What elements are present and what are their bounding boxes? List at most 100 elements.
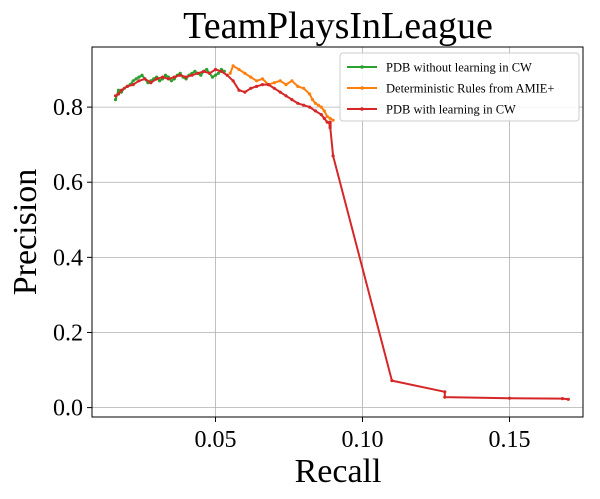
data-point xyxy=(149,81,153,85)
data-point xyxy=(228,71,232,75)
data-point xyxy=(302,86,306,90)
data-point xyxy=(443,395,447,399)
data-point xyxy=(443,390,447,394)
y-tick-label: 0.8 xyxy=(53,95,83,121)
data-point xyxy=(322,116,326,120)
data-point xyxy=(255,79,259,83)
data-point xyxy=(125,84,129,88)
data-point xyxy=(190,73,194,77)
series-pdb-with-learning-in-cw xyxy=(113,67,570,401)
data-point xyxy=(237,88,241,92)
data-point xyxy=(225,73,229,77)
data-point xyxy=(196,71,200,75)
data-point xyxy=(113,94,118,98)
data-point xyxy=(272,86,276,90)
legend-marker xyxy=(360,86,364,90)
data-point xyxy=(310,98,315,102)
data-point xyxy=(134,77,138,81)
data-point xyxy=(249,75,253,79)
data-point xyxy=(313,109,317,113)
data-point xyxy=(278,79,282,83)
data-point xyxy=(116,92,121,96)
data-point xyxy=(284,94,288,98)
data-point xyxy=(266,83,270,87)
y-tick-label: 0.2 xyxy=(53,320,83,346)
data-point xyxy=(166,77,170,81)
data-point xyxy=(260,83,265,87)
series-layer xyxy=(113,64,570,401)
series-deterministic-rules-from-amie xyxy=(228,64,335,122)
data-point xyxy=(284,83,288,87)
data-point xyxy=(325,120,329,124)
data-point xyxy=(140,73,144,77)
data-point xyxy=(319,105,323,109)
data-point xyxy=(566,397,570,401)
data-point xyxy=(328,120,332,124)
data-point xyxy=(193,69,197,73)
data-point xyxy=(131,79,135,83)
data-point xyxy=(231,64,235,68)
data-point xyxy=(131,83,135,87)
data-point xyxy=(216,71,220,75)
data-point xyxy=(308,92,312,96)
data-point xyxy=(319,113,323,117)
data-point xyxy=(316,103,320,107)
data-point xyxy=(210,75,215,79)
x-axis-label: Recall xyxy=(295,453,382,490)
y-tick-label: 0.0 xyxy=(53,396,83,422)
legend-label: PDB with learning in CW xyxy=(386,103,516,117)
x-tick-label: 0.15 xyxy=(488,427,530,453)
data-point xyxy=(390,379,394,383)
data-point xyxy=(184,75,188,79)
data-point xyxy=(202,69,206,73)
data-point xyxy=(155,77,159,81)
data-point xyxy=(255,84,259,88)
y-tick-label: 0.4 xyxy=(53,245,83,271)
data-point xyxy=(161,75,165,79)
data-point xyxy=(143,77,147,81)
data-point xyxy=(249,86,253,90)
data-point xyxy=(172,75,176,79)
legend-entry: Deterministic Rules from AMIE+ xyxy=(347,82,554,96)
data-point xyxy=(178,73,182,77)
data-point xyxy=(208,71,212,75)
data-point xyxy=(158,79,162,83)
data-point xyxy=(116,88,121,92)
data-point xyxy=(219,69,223,73)
data-point xyxy=(302,103,306,107)
data-point xyxy=(308,105,312,109)
data-point xyxy=(113,98,118,102)
data-point xyxy=(231,79,235,83)
data-point xyxy=(272,81,276,85)
data-point xyxy=(205,67,209,72)
legend: PDB without learning in CW Deterministic … xyxy=(339,52,580,122)
data-point xyxy=(119,88,123,92)
data-point xyxy=(213,73,218,77)
data-point xyxy=(313,101,317,105)
data-point xyxy=(260,77,265,81)
legend-box xyxy=(339,52,580,122)
data-point xyxy=(163,73,168,77)
x-tick-label: 0.10 xyxy=(341,427,383,453)
legend-marker xyxy=(360,65,364,69)
data-point xyxy=(137,79,141,83)
data-point xyxy=(331,154,335,158)
data-point xyxy=(243,71,247,75)
y-axis-label: Precision xyxy=(7,169,44,296)
data-point xyxy=(296,84,300,88)
data-point xyxy=(290,79,294,83)
data-point xyxy=(213,67,218,72)
x-tick-label: 0.05 xyxy=(194,427,236,453)
data-point xyxy=(328,124,332,128)
data-point xyxy=(325,114,329,119)
legend-label: PDB without learning in CW xyxy=(386,61,532,75)
plot-frame xyxy=(91,46,584,418)
legend-marker xyxy=(360,107,364,111)
data-point xyxy=(322,109,326,113)
data-point xyxy=(560,397,565,401)
data-point xyxy=(290,98,294,102)
data-point xyxy=(331,118,335,122)
data-point xyxy=(507,396,512,400)
data-point xyxy=(243,90,247,94)
